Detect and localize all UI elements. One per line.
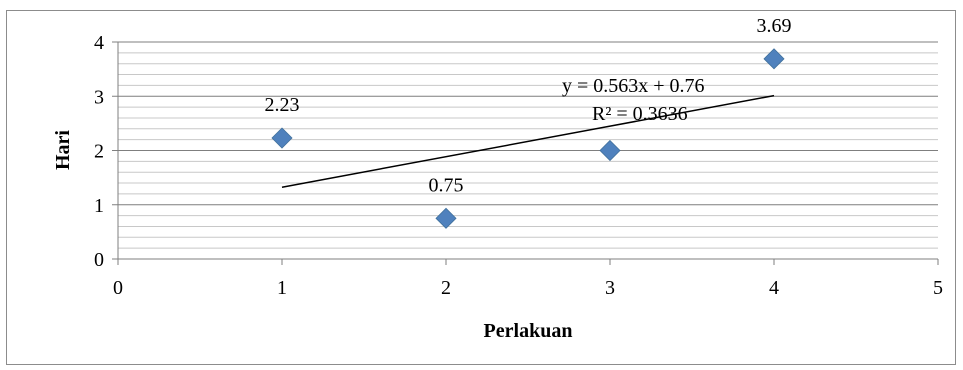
data-points — [271, 48, 785, 229]
y-tick-label: 0 — [94, 249, 104, 271]
x-axis-title: Perlakuan — [484, 320, 573, 342]
data-point — [599, 139, 621, 162]
chart-frame — [6, 10, 956, 365]
x-tick-label: 1 — [277, 277, 287, 299]
x-tick-label: 2 — [441, 277, 451, 299]
x-tick-label: 5 — [933, 277, 943, 299]
trendline-equation: y = 0.563x + 0.76 — [562, 75, 705, 97]
y-tick-label: 1 — [94, 195, 104, 217]
tick-labels: 0 1 2 3 4 5 0 1 2 3 4 — [94, 32, 943, 299]
data-point — [271, 127, 293, 149]
y-axis-title: Hari — [52, 130, 74, 170]
gridlines — [118, 41, 938, 249]
y-tick-label: 2 — [94, 141, 104, 163]
trendline-r-squared: R² = 0.3636 — [592, 103, 688, 125]
x-tick-label: 0 — [113, 277, 123, 299]
x-tick-label: 3 — [605, 277, 615, 299]
x-tick-label: 4 — [769, 277, 779, 299]
y-tick-label: 3 — [94, 86, 104, 108]
data-point — [763, 48, 785, 70]
data-label: 2.23 — [265, 94, 300, 116]
y-tick-label: 4 — [94, 32, 104, 54]
data-label: 3.69 — [757, 15, 792, 37]
axes — [112, 41, 939, 265]
trendline — [281, 94, 775, 188]
data-point — [435, 207, 457, 229]
data-label: 0.75 — [429, 174, 464, 196]
data-labels: 2.23 0.75 3.69 — [265, 15, 792, 196]
trendline-path — [281, 94, 775, 188]
